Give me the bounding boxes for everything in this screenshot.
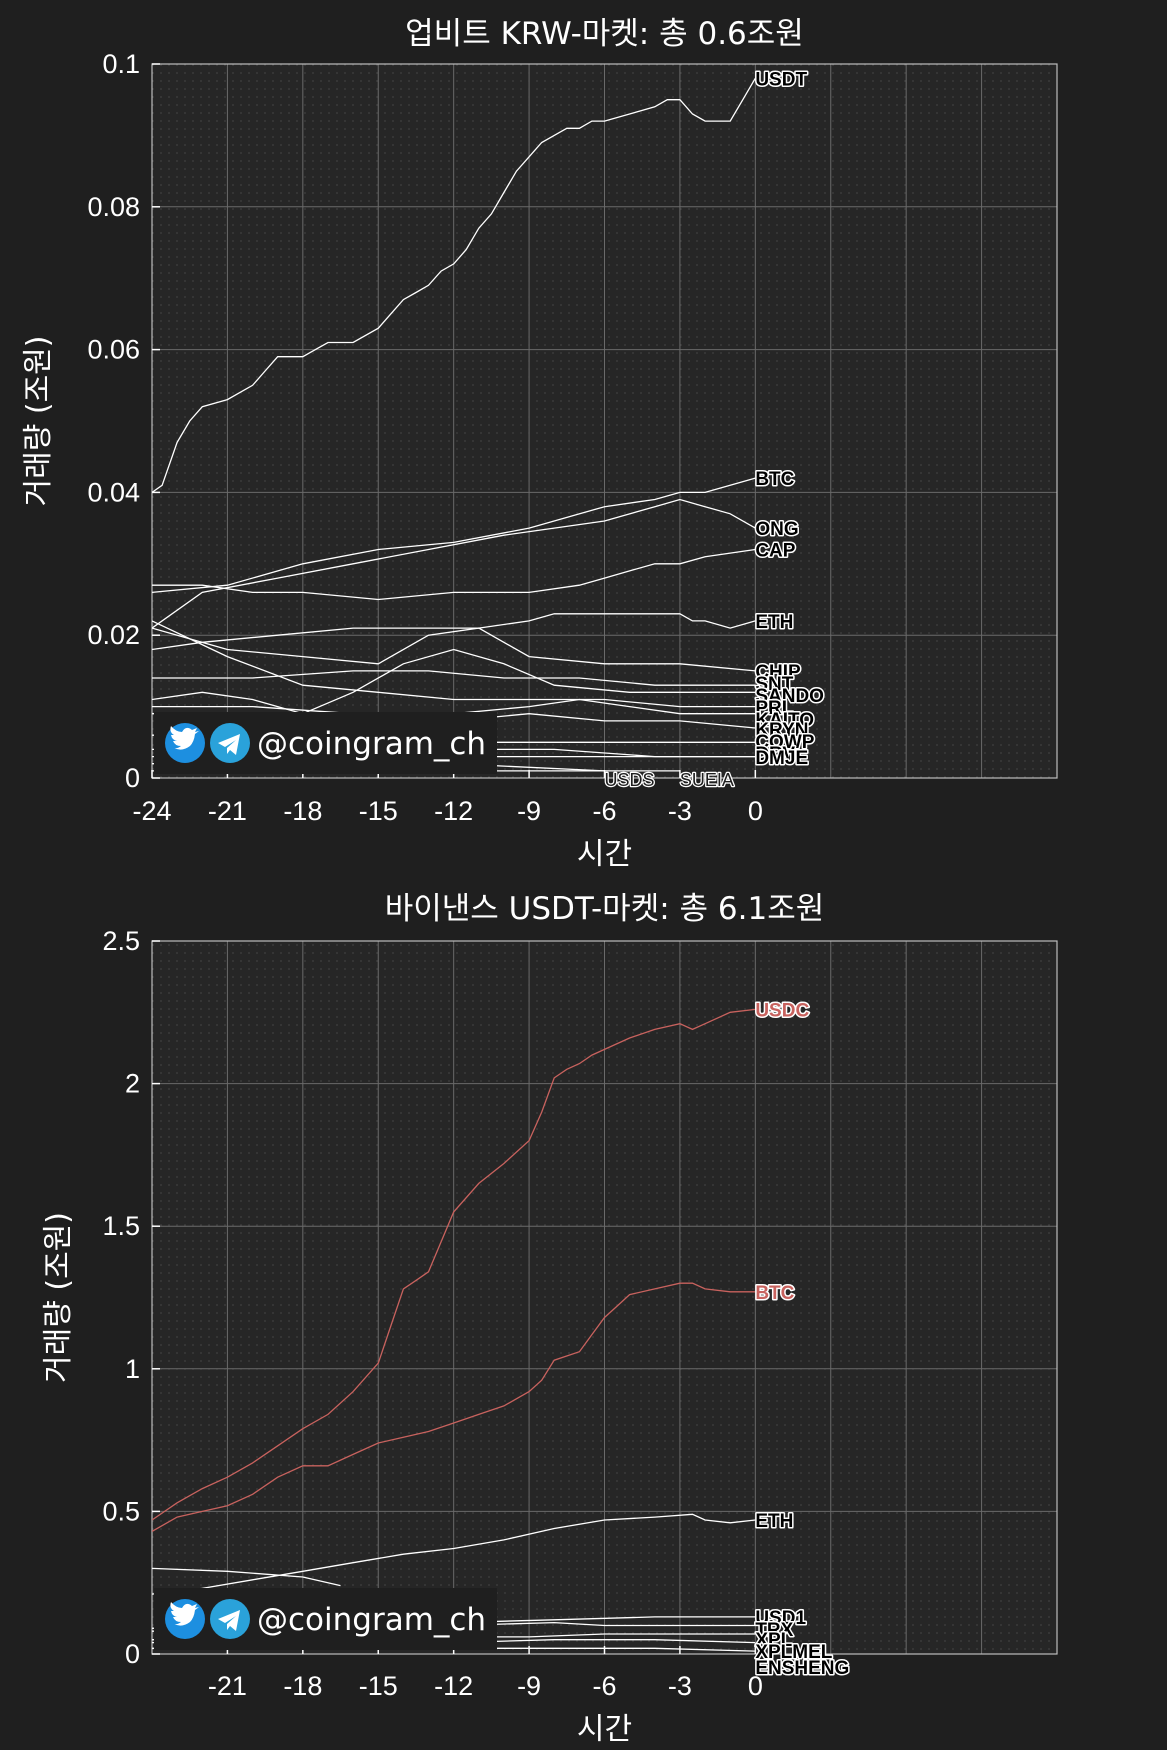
x-tick-label: -15 — [359, 796, 398, 826]
series-label-eth: ETH — [755, 1511, 793, 1532]
series-line-prl — [152, 620, 756, 708]
chart-panel-2: -21 -18 -15 -12 -9 -6 -3 0 0 0.5 1 1.5 2 2.5 바이낸스 USDT… — [41, 891, 1058, 1747]
series-label-usdc: USDC — [755, 1000, 809, 1021]
series-label-ensheng: ENSHENG — [755, 1658, 849, 1679]
y-tick-label: 0.04 — [87, 477, 140, 507]
series-label-btc: BTC — [755, 1283, 794, 1304]
series-label-usd1: USD1 — [755, 1608, 806, 1629]
telegram-plane — [218, 734, 240, 755]
series-line-eth — [152, 1513, 756, 1595]
x-tick-label: -21 — [208, 796, 247, 826]
series-label-xpl: XPL — [755, 1630, 792, 1651]
x-tick-label: 0 — [748, 796, 763, 826]
y-tick-label: 2 — [125, 1069, 140, 1099]
series-label-chip: CHIP — [755, 662, 801, 683]
series-line-btc — [152, 477, 756, 594]
series-line-chip — [152, 627, 756, 672]
x-tick-label: -18 — [283, 796, 322, 826]
x-tick-label: -12 — [434, 1671, 473, 1701]
watermark: @coingram_ch — [154, 1588, 497, 1650]
twitter-bird — [170, 1602, 199, 1626]
twitter-bird — [170, 726, 199, 750]
series-label-cowp: COWP — [755, 732, 814, 753]
series-label-drv: DRV — [755, 744, 795, 765]
y-tick-label: 1.5 — [102, 1211, 140, 1241]
series-line-sando — [152, 648, 756, 715]
series-label-sueia: SUEIA — [680, 770, 734, 790]
series-label-kaito: KAITO — [755, 710, 814, 731]
series-line-kaito — [152, 698, 756, 715]
y-tick-label: 0.06 — [87, 335, 140, 365]
series-line-unnamed — [152, 1567, 341, 1587]
series-line-ong — [152, 498, 756, 629]
watermark: @coingram_ch — [154, 712, 497, 774]
x-tick-label: -18 — [283, 1671, 322, 1701]
series-label-btc: BTC — [755, 469, 794, 490]
series-line-snt — [152, 670, 756, 686]
y-tick-label: 0 — [125, 763, 140, 793]
series-line-cap — [152, 548, 756, 601]
series-line-usdt — [152, 77, 756, 493]
y-axis-label: 거래량 (조원) — [21, 336, 56, 507]
x-tick-label: -15 — [359, 1671, 398, 1701]
series-label-xplmel: XPLMEL — [755, 1642, 832, 1663]
y-tick-label: 2.5 — [102, 926, 140, 956]
series-line-btc — [152, 1282, 756, 1532]
chart-panel-1: -24 -21 -18 -15 -12 -9 -6 -3 0 0 0.02 0.04 0.06 0.08 0… — [21, 16, 1058, 872]
series-label-prl: PRL — [755, 698, 793, 719]
series-label-kryn: KRYN — [755, 720, 808, 741]
telegram-plane — [218, 1610, 240, 1631]
y-tick-label: 0.02 — [87, 620, 140, 650]
y-tick-label: 0.08 — [87, 192, 140, 222]
series-label-snt: SNT — [755, 674, 793, 695]
x-tick-label: -6 — [592, 796, 616, 826]
x-tick-label: -3 — [668, 1671, 692, 1701]
series-line-eth — [152, 613, 756, 651]
watermark-handle: @coingram_ch — [257, 1602, 486, 1638]
chart-title: 바이낸스 USDT-마켓: 총 6.1조원 — [385, 891, 825, 927]
series-line-usdc — [152, 1008, 756, 1521]
series-label-dmje: DMJE — [755, 748, 808, 769]
x-tick-label: -6 — [592, 1671, 616, 1701]
series-label-sando: SANDO — [755, 686, 824, 707]
y-tick-label: 1 — [125, 1354, 140, 1384]
series-label-usds: USDS — [605, 770, 655, 790]
x-tick-label: 0 — [748, 1671, 763, 1701]
x-tick-label: -3 — [668, 796, 692, 826]
y-axis-label: 거래량 (조원) — [41, 1212, 76, 1383]
series-label-usdt: USDT — [755, 69, 807, 90]
x-axis-label: 시간 — [577, 837, 632, 872]
series-label-ong: ONG — [755, 519, 798, 540]
x-tick-label: -21 — [208, 1671, 247, 1701]
chart-title: 업비트 KRW-마켓: 총 0.6조원 — [405, 16, 804, 52]
series-label-cap: CAP — [755, 541, 795, 562]
x-tick-label: -9 — [517, 796, 541, 826]
watermark-handle: @coingram_ch — [257, 726, 486, 762]
x-tick-label: -9 — [517, 1671, 541, 1701]
x-tick-label: -24 — [132, 796, 171, 826]
y-tick-label: 0.5 — [102, 1496, 140, 1526]
y-tick-label: 0.1 — [102, 49, 140, 79]
series-label-eth: ETH — [755, 612, 793, 633]
series-label-trx: TRX — [755, 1620, 793, 1641]
x-tick-label: -12 — [434, 796, 473, 826]
x-axis-label: 시간 — [577, 1712, 632, 1747]
y-tick-label: 0 — [125, 1639, 140, 1669]
